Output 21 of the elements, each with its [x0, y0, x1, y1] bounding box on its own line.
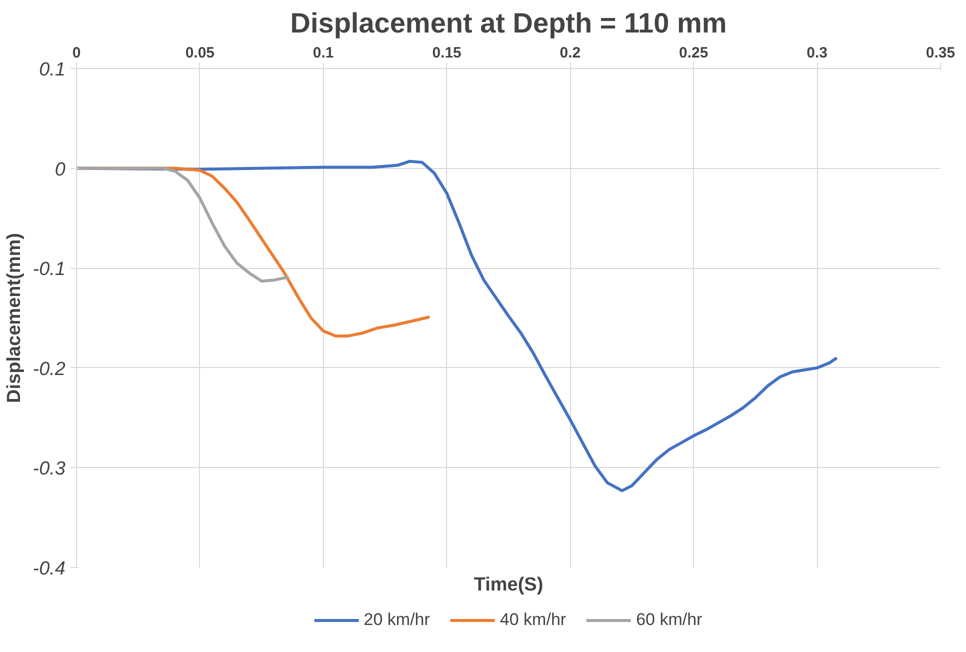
y-tick-label: -0.4 — [32, 558, 66, 580]
x-tick-label: 0.25 — [679, 44, 708, 62]
line-series — [76, 166, 290, 283]
legend-label: 40 km/hr — [500, 610, 566, 630]
y-tick-label: 0 — [54, 159, 66, 180]
x-tick-label: 0.2 — [560, 44, 581, 62]
legend-label: 60 km/hr — [636, 610, 702, 630]
x-tick-label: 0.05 — [185, 44, 215, 62]
x-axis-title: Time(S) — [474, 574, 544, 596]
y-tick-label: 0.1 — [39, 60, 66, 80]
y-tick-label: -0.2 — [32, 358, 66, 380]
y-tick-label: -0.3 — [32, 458, 66, 480]
chart-title: Displacement at Depth = 110 mm — [290, 8, 727, 38]
y-axis-title: Displacement(mm) — [4, 232, 25, 403]
x-tick-label: 0.15 — [432, 44, 462, 62]
x-tick-label: 0.35 — [926, 44, 956, 62]
legend-label: 20 km/hr — [364, 610, 430, 630]
x-tick-label: 0.3 — [806, 44, 828, 62]
x-tick-label: 0.1 — [312, 44, 334, 62]
x-tick-label: 0 — [72, 44, 81, 62]
y-tick-label: -0.1 — [32, 259, 66, 280]
